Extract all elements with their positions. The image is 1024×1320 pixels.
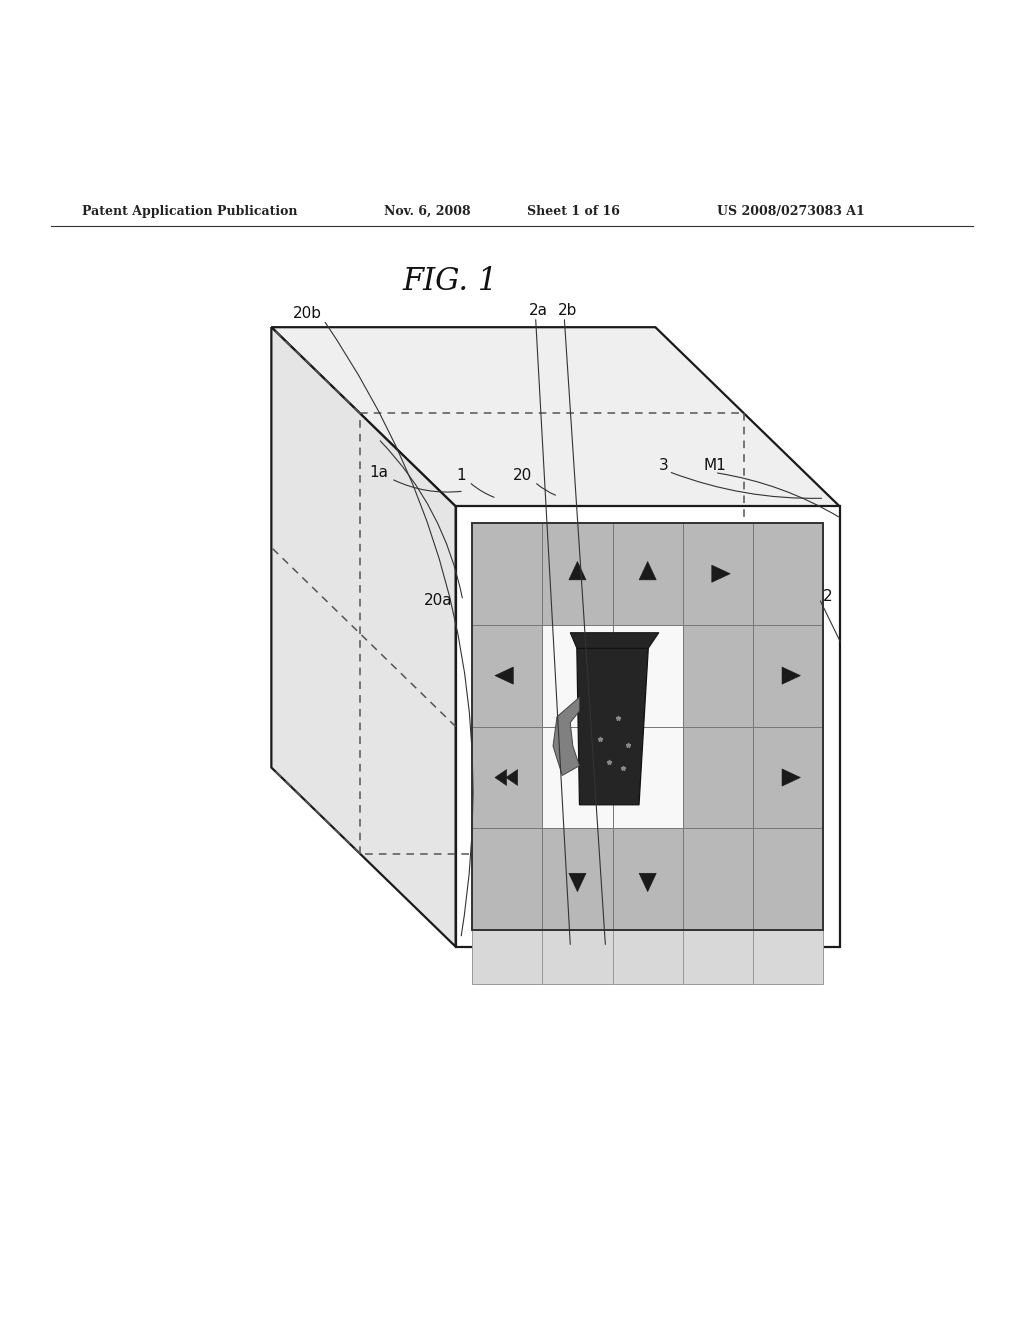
Bar bbox=[472, 624, 543, 726]
Polygon shape bbox=[553, 697, 580, 775]
Polygon shape bbox=[639, 561, 656, 579]
Text: 2b: 2b bbox=[558, 304, 577, 318]
Bar bbox=[543, 931, 612, 985]
Bar bbox=[753, 726, 823, 829]
Bar bbox=[612, 829, 683, 931]
Bar bbox=[472, 523, 543, 624]
Bar bbox=[472, 726, 543, 829]
Polygon shape bbox=[456, 507, 840, 946]
Bar bbox=[753, 829, 823, 931]
Polygon shape bbox=[782, 770, 801, 787]
Polygon shape bbox=[570, 632, 658, 648]
Text: 1: 1 bbox=[456, 469, 466, 483]
Bar bbox=[612, 931, 683, 985]
Text: FIG. 1: FIG. 1 bbox=[402, 265, 499, 297]
Bar bbox=[683, 726, 753, 829]
Text: 20: 20 bbox=[513, 469, 531, 483]
Bar bbox=[472, 931, 543, 985]
Polygon shape bbox=[569, 561, 586, 579]
Text: 20a: 20a bbox=[424, 593, 453, 609]
Bar bbox=[543, 829, 612, 931]
Text: Nov. 6, 2008: Nov. 6, 2008 bbox=[384, 205, 471, 218]
Polygon shape bbox=[639, 874, 656, 892]
Bar bbox=[683, 624, 753, 726]
Polygon shape bbox=[577, 648, 648, 805]
Bar bbox=[543, 523, 612, 624]
Text: 20b: 20b bbox=[293, 306, 322, 321]
Bar bbox=[612, 523, 683, 624]
Text: Sheet 1 of 16: Sheet 1 of 16 bbox=[527, 205, 621, 218]
Text: US 2008/0273083 A1: US 2008/0273083 A1 bbox=[717, 205, 864, 218]
Polygon shape bbox=[271, 327, 456, 946]
Bar bbox=[753, 523, 823, 624]
Bar bbox=[543, 726, 612, 829]
Text: Patent Application Publication: Patent Application Publication bbox=[82, 205, 297, 218]
Bar bbox=[753, 624, 823, 726]
Polygon shape bbox=[495, 770, 507, 785]
Bar bbox=[683, 931, 753, 985]
Bar bbox=[683, 829, 753, 931]
Bar bbox=[472, 829, 543, 931]
Bar bbox=[612, 726, 683, 829]
Polygon shape bbox=[506, 770, 518, 785]
Text: 1a: 1a bbox=[370, 465, 388, 480]
Bar bbox=[472, 523, 823, 931]
Bar bbox=[612, 624, 683, 726]
Polygon shape bbox=[271, 327, 840, 507]
Text: M1: M1 bbox=[703, 458, 726, 473]
Bar bbox=[543, 624, 612, 726]
Text: 3: 3 bbox=[658, 458, 669, 473]
Polygon shape bbox=[712, 565, 730, 582]
Bar bbox=[683, 523, 753, 624]
Polygon shape bbox=[495, 667, 513, 684]
Text: 2: 2 bbox=[822, 589, 833, 605]
Polygon shape bbox=[569, 874, 586, 892]
Bar bbox=[753, 931, 823, 985]
Text: 2a: 2a bbox=[529, 304, 548, 318]
Polygon shape bbox=[782, 667, 801, 684]
